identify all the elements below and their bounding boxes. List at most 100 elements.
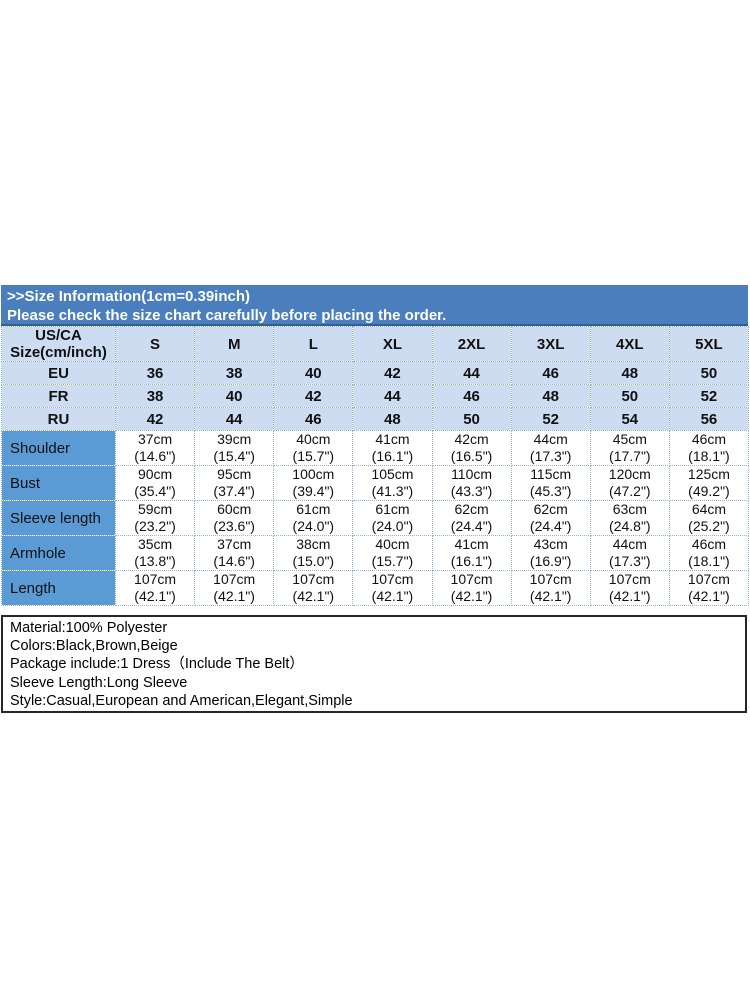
region-value-cell: 38 [194, 361, 275, 385]
value-inch: (17.3") [609, 553, 651, 569]
value-cm: 44cm [533, 431, 568, 448]
measurement-value-cell: 110cm (43.3") [431, 465, 512, 501]
region-value-cell: 52 [668, 384, 750, 408]
value-cm: 100cm [292, 466, 335, 483]
region-label-cell: EU [1, 361, 116, 385]
measurement-value-cell: 44cm (17.3") [510, 430, 591, 466]
measurement-value-cell: 107cm (42.1") [510, 570, 591, 606]
measurement-value-cell: 105cm (41.3") [352, 465, 433, 501]
region-value-cell: 44 [194, 407, 275, 431]
value-inch: (39.4") [292, 483, 335, 499]
region-value-cell: 36 [114, 361, 196, 385]
measurement-value-cell: 39cm (15.4") [194, 430, 275, 466]
measurement-value-cell: 40cm (15.7") [273, 430, 354, 466]
size-table-body: US/CA Size(cm/inch) S M L XL 2XL 3XL 4XL 5XL EU 36 3… [1, 326, 750, 606]
measurement-value-cell: 107cm (42.1") [194, 570, 275, 606]
measurement-row: Shoulder 37cm (14.6") 39cm (15.4") 40cm (15.7"… [1, 430, 750, 466]
value-cm: 115cm [530, 466, 572, 483]
region-value-cell: 50 [668, 361, 750, 385]
measurement-value-cell: 90cm (35.4") [114, 465, 196, 501]
value-cm: 40cm [296, 431, 331, 448]
measurement-value-cell: 46cm (18.1") [668, 430, 750, 466]
measurement-value-cell: 107cm (42.1") [352, 570, 433, 606]
value-cm: 120cm [608, 466, 651, 483]
measurement-label-cell: Length [1, 570, 116, 606]
value-inch: (41.3") [371, 483, 414, 499]
value-cm: 43cm [533, 536, 568, 553]
region-value-cell: 52 [510, 407, 591, 431]
measurement-label-cell: Bust [1, 465, 116, 501]
corner-cell: US/CA Size(cm/inch) [1, 326, 116, 362]
value-inch: (15.7") [292, 448, 335, 464]
measurement-value-cell: 43cm (16.9") [510, 535, 591, 571]
region-value-cell: 48 [352, 407, 433, 431]
size-header-cell: L [273, 326, 354, 362]
size-header-cell: 4XL [589, 326, 670, 362]
detail-line: Colors:Black,Brown,Beige [10, 638, 178, 655]
value-cm: 64cm [691, 501, 727, 518]
value-inch: (18.1") [688, 448, 730, 464]
value-cm: 45cm [612, 431, 647, 448]
measurement-value-cell: 63cm (24.8") [589, 500, 670, 536]
detail-line: Style:Casual,European and American,Elega… [10, 692, 353, 709]
value-cm: 38cm [296, 536, 331, 553]
region-value-cell: 42 [114, 407, 196, 431]
value-inch: (42.1") [213, 588, 255, 604]
value-inch: (17.7") [609, 448, 651, 464]
size-header-cell: M [194, 326, 275, 362]
value-cm: 60cm [217, 501, 252, 518]
value-inch: (42.1") [371, 588, 414, 604]
value-cm: 125cm [687, 466, 730, 483]
corner-line1: US/CA [35, 327, 82, 345]
region-value-cell: 50 [431, 407, 512, 431]
region-value-cell: 46 [273, 407, 354, 431]
size-header-cell: XL [352, 326, 433, 362]
measurement-row: Length 107cm (42.1") 107cm (42.1") 107cm (42.1… [1, 570, 750, 606]
value-inch: (23.2") [134, 518, 176, 534]
region-value-cell: 42 [352, 361, 433, 385]
region-value-cell: 48 [510, 384, 591, 408]
measurement-label-cell: Armhole [1, 535, 116, 571]
value-inch: (35.4") [134, 483, 176, 499]
measurement-value-cell: 100cm (39.4") [273, 465, 354, 501]
region-label-cell: FR [1, 384, 116, 408]
value-inch: (42.1") [688, 588, 730, 604]
value-inch: (15.7") [371, 553, 414, 569]
value-inch: (42.1") [450, 588, 493, 604]
measurement-value-cell: 38cm (15.0") [273, 535, 354, 571]
value-inch: (15.0") [292, 553, 335, 569]
size-header-cell: 2XL [431, 326, 512, 362]
value-inch: (24.4") [529, 518, 572, 534]
value-inch: (17.3") [529, 448, 572, 464]
value-cm: 62cm [454, 501, 489, 518]
value-inch: (24.4") [450, 518, 493, 534]
value-inch: (13.8") [134, 553, 176, 569]
value-cm: 95cm [217, 466, 252, 483]
value-inch: (16.1") [450, 553, 493, 569]
value-cm: 42cm [454, 431, 489, 448]
measurement-value-cell: 107cm (42.1") [114, 570, 196, 606]
region-value-cell: 54 [589, 407, 670, 431]
measurement-value-cell: 35cm (13.8") [114, 535, 196, 571]
value-inch: (18.1") [688, 553, 730, 569]
region-value-cell: 42 [273, 384, 354, 408]
measurement-value-cell: 59cm (23.2") [114, 500, 196, 536]
value-cm: 105cm [371, 466, 414, 483]
region-value-cell: 46 [431, 384, 512, 408]
value-inch: (24.0") [371, 518, 414, 534]
measurement-value-cell: 41cm (16.1") [431, 535, 512, 571]
measurement-row: Sleeve length 59cm (23.2") 60cm (23.6") 61cm(… [1, 500, 750, 536]
value-cm: 41cm [454, 536, 489, 553]
value-cm: 107cm [213, 571, 256, 588]
value-inch: (43.3") [450, 483, 493, 499]
detail-line: Sleeve Length:Long Sleeve [10, 674, 188, 691]
region-label-cell: RU [1, 407, 116, 431]
measurement-value-cell: 46cm (18.1") [668, 535, 750, 571]
size-table: US/CA Size(cm/inch) S M L XL 2XL 3XL 4XL 5XL EU 36 3… [1, 326, 750, 606]
region-value-cell: 56 [668, 407, 750, 431]
region-value-cell: 40 [273, 361, 354, 385]
value-cm: 39cm [217, 431, 252, 448]
value-inch: (16.5") [450, 448, 493, 464]
value-inch: (14.6") [213, 553, 255, 569]
value-cm: 107cm [134, 571, 177, 588]
